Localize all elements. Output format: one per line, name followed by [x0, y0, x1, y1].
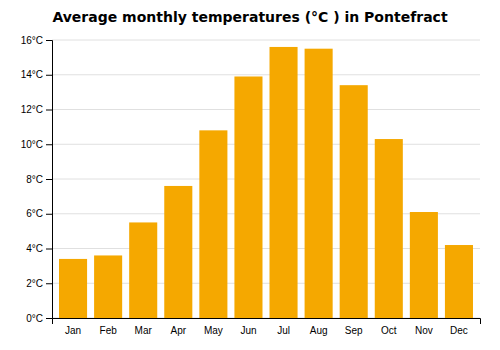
tick: 10°C — [21, 139, 52, 150]
tick-label: 16°C — [21, 35, 43, 46]
chart: 0°C 2°C 4°C 6°C 8°C 10°C 12°C 14°C 16°C Jan Feb Mar… — [0, 0, 500, 350]
tick: May — [204, 325, 223, 336]
tick: Jan — [65, 325, 81, 336]
x-axis: Jan Feb Mar Apr May Jun Jul Aug Sep Oct Nov Dec — [53, 319, 481, 337]
bar — [234, 76, 262, 318]
tick-mark — [46, 249, 52, 250]
tick: Oct — [381, 325, 397, 336]
tick-label: 10°C — [21, 139, 43, 150]
tick: Jul — [277, 325, 290, 336]
plot: 0°C 2°C 4°C 6°C 8°C 10°C 12°C 14°C 16°C Jan Feb Mar… — [21, 35, 481, 336]
tick-label: Apr — [171, 325, 187, 336]
tick-mark — [46, 110, 52, 111]
grid-line — [52, 74, 480, 75]
tick: 0°C — [26, 313, 52, 324]
bar — [410, 212, 438, 318]
tick: 8°C — [26, 174, 52, 185]
tick-label: 0°C — [26, 313, 43, 324]
bar — [199, 130, 227, 318]
tick: Jun — [240, 325, 256, 336]
tick: Nov — [415, 325, 433, 336]
tick: 16°C — [21, 35, 52, 46]
tick-label: Mar — [135, 325, 153, 336]
tick-label: Feb — [100, 325, 118, 336]
tick-mark — [46, 179, 52, 180]
tick: Aug — [310, 325, 328, 336]
axis-line — [46, 41, 53, 319]
bars — [59, 47, 473, 318]
y-axis: 0°C 2°C 4°C 6°C 8°C 10°C 12°C 14°C 16°C — [21, 35, 53, 324]
axis-line — [53, 319, 481, 325]
tick: 6°C — [26, 208, 52, 219]
tick-mark — [46, 214, 52, 215]
tick-mark — [46, 283, 52, 284]
tick: 2°C — [26, 278, 52, 289]
bar — [340, 85, 368, 318]
bar — [445, 245, 473, 318]
tick-label: Sep — [345, 325, 363, 336]
bar — [164, 186, 192, 318]
bar — [305, 49, 333, 318]
tick: 12°C — [21, 104, 52, 115]
tick: 14°C — [21, 69, 52, 80]
tick-label: Jan — [65, 325, 81, 336]
tick: Sep — [345, 325, 363, 336]
tick-mark — [46, 318, 52, 319]
tick-label: Jul — [277, 325, 290, 336]
bar — [270, 47, 298, 318]
tick-label: 2°C — [26, 278, 43, 289]
bar — [59, 259, 87, 318]
tick: Feb — [100, 325, 118, 336]
tick-mark — [46, 75, 52, 76]
tick-label: 6°C — [26, 208, 43, 219]
tick: 4°C — [26, 243, 52, 254]
grid-line — [52, 144, 480, 145]
tick-label: Jun — [240, 325, 256, 336]
tick-mark — [46, 40, 52, 41]
bar — [129, 222, 157, 318]
bar — [375, 139, 403, 318]
tick: Dec — [450, 325, 468, 336]
tick-label: Dec — [450, 325, 468, 336]
tick-label: May — [204, 325, 223, 336]
tick: Apr — [171, 325, 187, 336]
tick-label: 12°C — [21, 104, 43, 115]
tick-label: 8°C — [26, 174, 43, 185]
tick-label: 4°C — [26, 243, 43, 254]
grid-line — [52, 40, 480, 41]
grid-line — [52, 179, 480, 180]
tick-label: Nov — [415, 325, 433, 336]
tick-label: 14°C — [21, 69, 43, 80]
bar — [94, 255, 122, 318]
grid — [52, 40, 480, 318]
grid-line — [52, 109, 480, 110]
title: Average monthly temperatures (°C ) in Po… — [52, 9, 447, 25]
tick-label: Oct — [381, 325, 397, 336]
tick-label: Aug — [310, 325, 328, 336]
tick-mark — [46, 144, 52, 145]
tick: Mar — [135, 325, 153, 336]
